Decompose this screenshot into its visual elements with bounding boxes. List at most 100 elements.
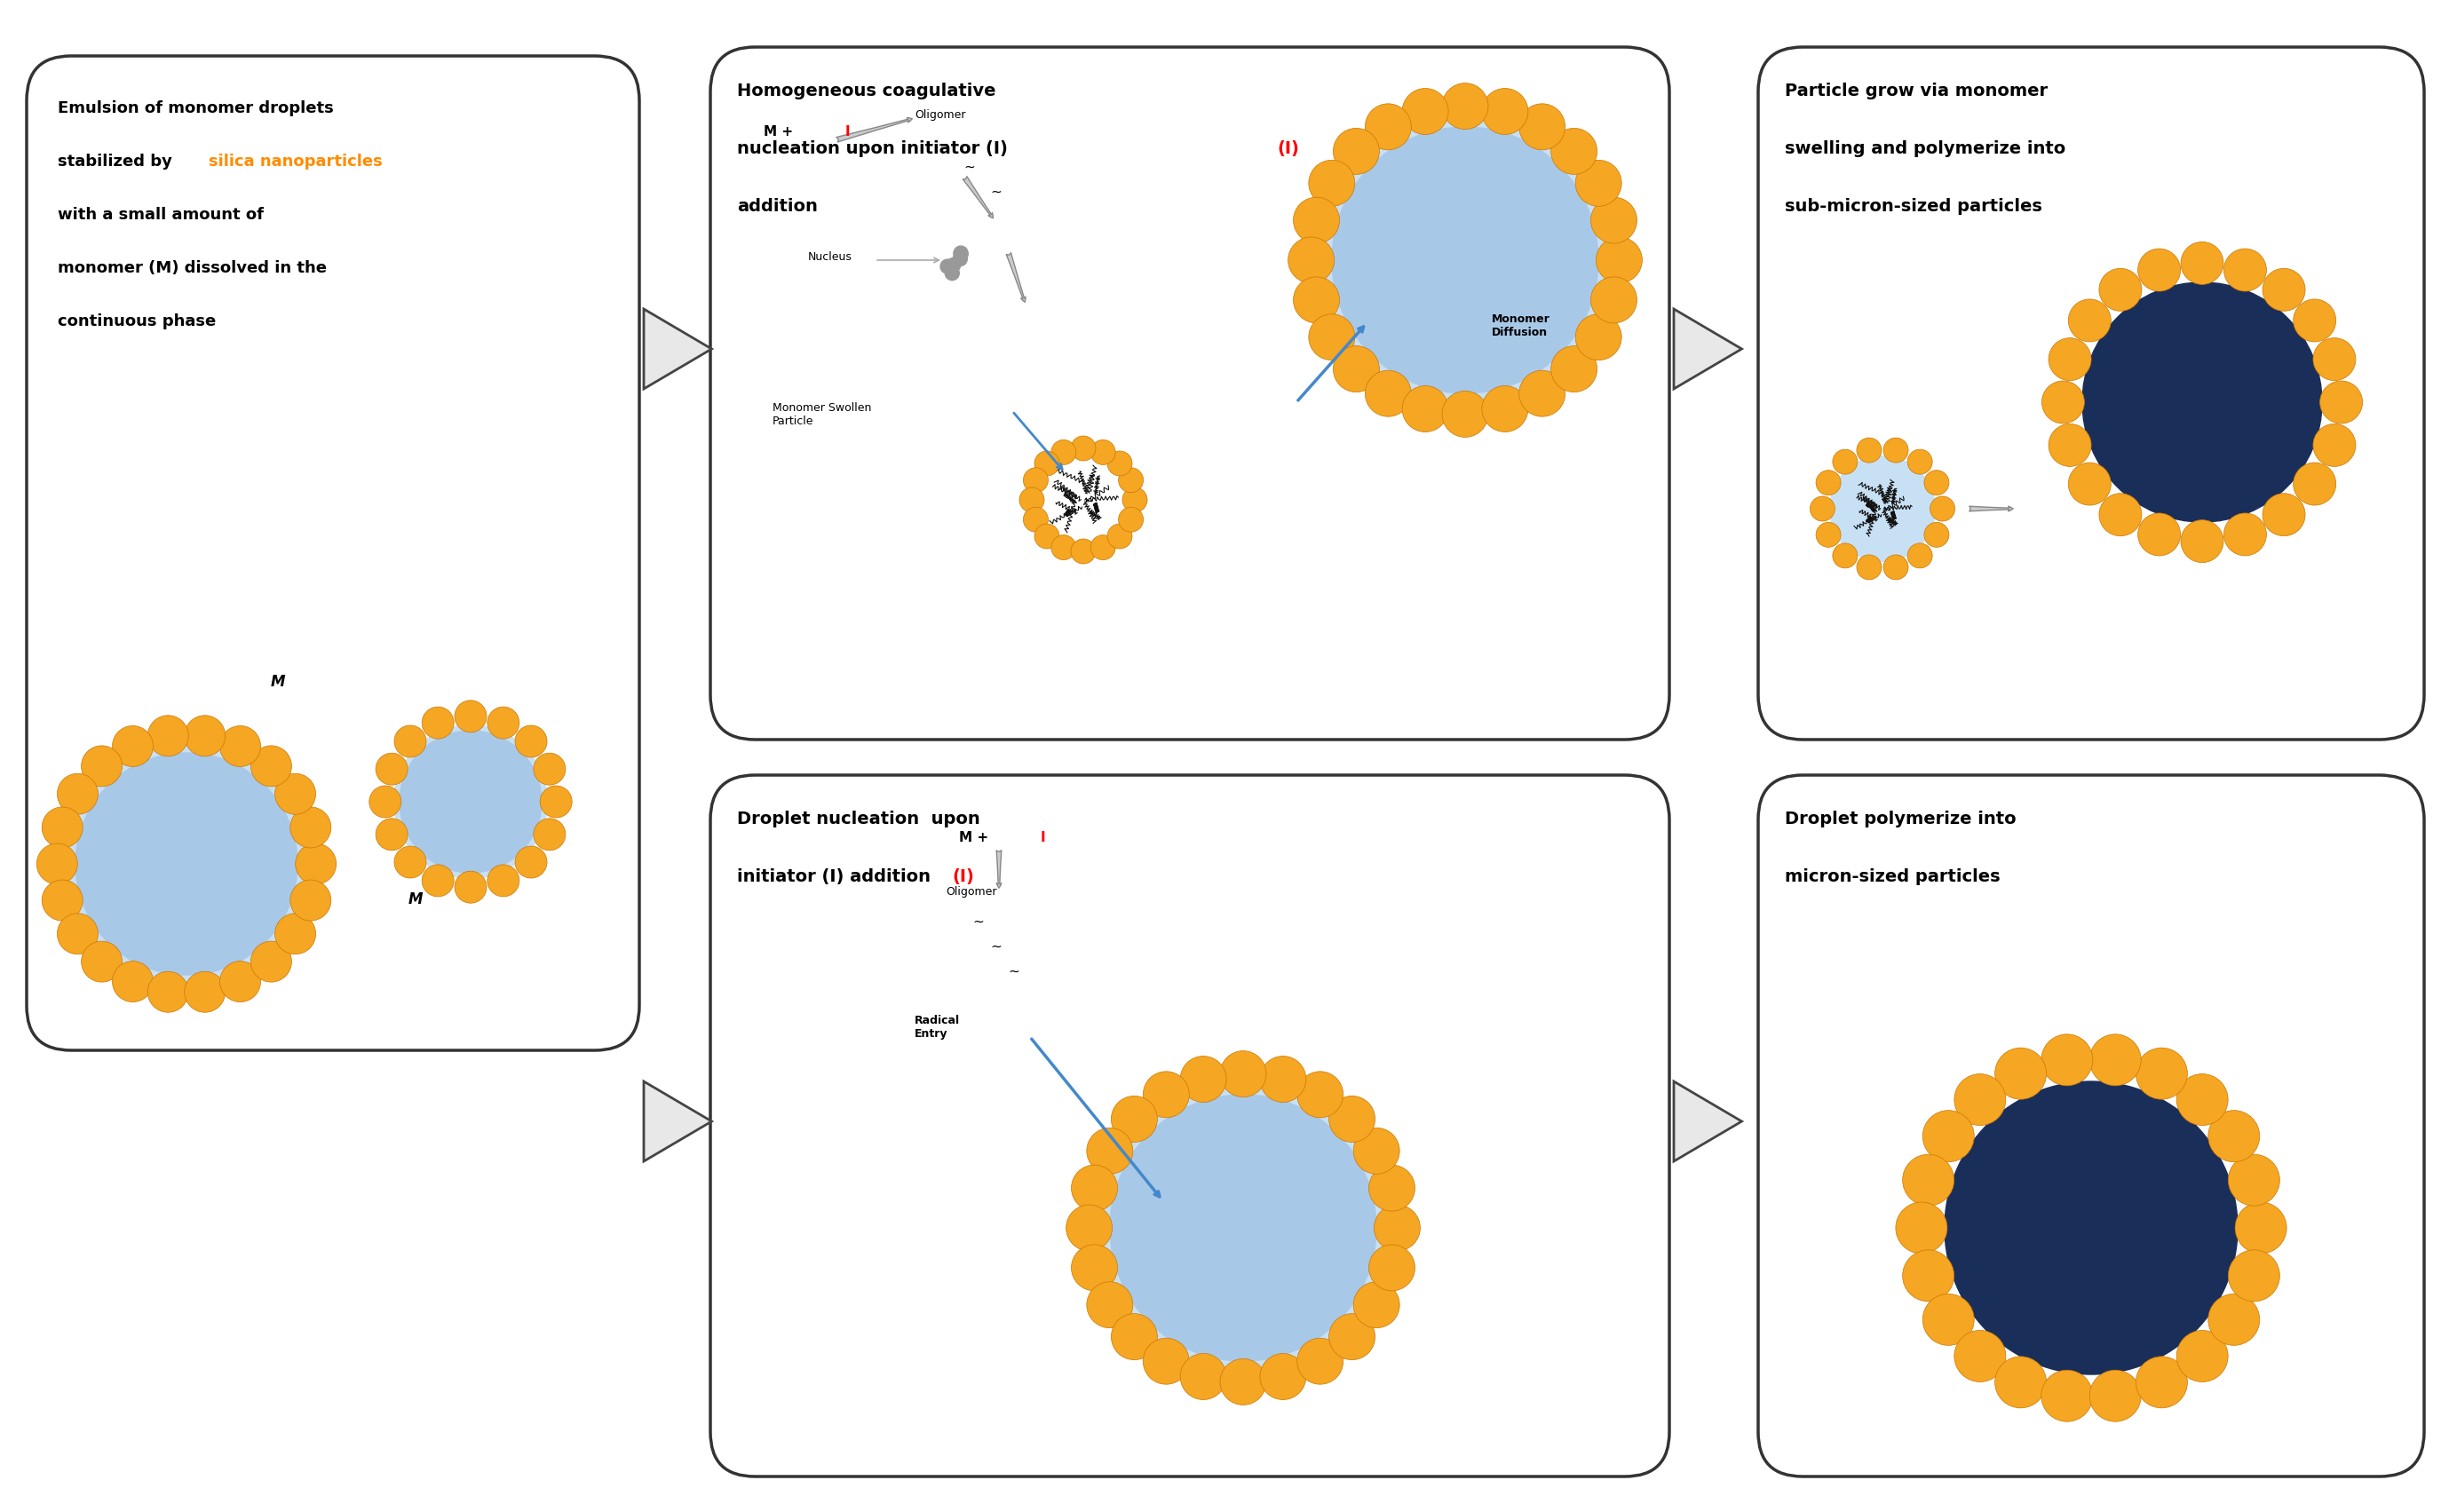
Circle shape [2177, 1074, 2229, 1125]
Polygon shape [644, 308, 713, 389]
Circle shape [2042, 1034, 2094, 1086]
Circle shape [1832, 543, 1856, 569]
Circle shape [1810, 496, 1834, 522]
Circle shape [2263, 493, 2305, 535]
Circle shape [940, 260, 955, 274]
Circle shape [2042, 381, 2084, 423]
Circle shape [1144, 1338, 1190, 1385]
Text: I: I [845, 125, 850, 139]
Circle shape [1482, 386, 1528, 432]
Circle shape [1922, 1110, 1974, 1161]
Circle shape [1332, 129, 1379, 174]
Circle shape [2089, 1370, 2140, 1421]
Circle shape [1954, 1331, 2006, 1382]
Circle shape [1112, 1314, 1158, 1359]
Circle shape [1403, 88, 1447, 135]
Text: continuous phase: continuous phase [59, 313, 216, 330]
Circle shape [1597, 237, 1643, 283]
FancyBboxPatch shape [710, 776, 1670, 1477]
Circle shape [147, 972, 189, 1013]
Circle shape [1834, 460, 1932, 558]
Circle shape [1119, 507, 1144, 532]
Circle shape [375, 753, 407, 785]
Text: M +: M + [960, 832, 994, 844]
Circle shape [953, 246, 967, 260]
Text: ~: ~ [989, 186, 1002, 200]
Circle shape [487, 706, 519, 739]
Text: Droplet nucleation  upon: Droplet nucleation upon [737, 810, 980, 827]
Circle shape [2089, 1034, 2140, 1086]
Circle shape [1322, 116, 1609, 404]
Circle shape [1883, 438, 1908, 463]
Circle shape [2138, 248, 2180, 292]
Circle shape [1829, 457, 1935, 561]
Text: Monomer
Diffusion: Monomer Diffusion [1491, 313, 1550, 339]
Circle shape [1107, 523, 1131, 549]
Circle shape [1308, 160, 1354, 206]
Circle shape [1575, 160, 1621, 206]
Circle shape [2263, 269, 2305, 311]
Text: Radical
Entry: Radical Entry [913, 1015, 960, 1040]
Text: ~: ~ [938, 139, 948, 151]
Circle shape [541, 786, 573, 818]
Circle shape [1996, 1048, 2047, 1099]
Circle shape [1442, 83, 1489, 129]
Circle shape [2209, 1110, 2260, 1161]
Circle shape [514, 726, 546, 758]
Circle shape [1817, 522, 1842, 547]
Circle shape [2082, 283, 2322, 522]
Circle shape [1109, 1095, 1376, 1361]
Circle shape [1107, 451, 1131, 476]
Circle shape [1112, 1096, 1158, 1142]
Circle shape [1024, 507, 1048, 532]
Circle shape [147, 715, 189, 756]
Circle shape [2292, 299, 2336, 342]
Circle shape [1954, 1074, 2006, 1125]
Circle shape [1442, 392, 1489, 437]
Circle shape [42, 880, 83, 921]
Circle shape [1087, 1128, 1134, 1173]
Circle shape [113, 726, 154, 767]
Text: ~: ~ [972, 915, 984, 928]
FancyBboxPatch shape [1758, 776, 2425, 1477]
Circle shape [184, 715, 225, 756]
Circle shape [81, 745, 122, 786]
Circle shape [1908, 449, 1932, 475]
Circle shape [289, 880, 331, 921]
Text: Oligomer: Oligomer [913, 109, 965, 121]
Circle shape [1925, 522, 1949, 547]
Circle shape [1832, 449, 1856, 475]
Circle shape [1330, 1096, 1374, 1142]
Circle shape [953, 246, 967, 262]
Circle shape [421, 706, 453, 739]
Text: Droplet polymerize into: Droplet polymerize into [1785, 810, 2016, 827]
Circle shape [1903, 1250, 1954, 1302]
Circle shape [1374, 1205, 1420, 1250]
Circle shape [2099, 493, 2143, 535]
Circle shape [274, 913, 316, 954]
Circle shape [56, 774, 98, 815]
Circle shape [2209, 1294, 2260, 1346]
Circle shape [1144, 1072, 1190, 1117]
Circle shape [56, 913, 98, 954]
Text: (I): (I) [1276, 141, 1298, 157]
Circle shape [1033, 451, 1060, 476]
Circle shape [1087, 1282, 1134, 1328]
Circle shape [1550, 346, 1597, 392]
Text: ~: ~ [989, 940, 1002, 954]
Circle shape [1996, 1356, 2047, 1408]
Circle shape [1051, 535, 1075, 559]
Text: ~: ~ [1009, 965, 1019, 978]
Circle shape [2292, 463, 2336, 505]
Circle shape [2047, 423, 2091, 467]
Circle shape [514, 847, 546, 878]
Circle shape [1024, 467, 1048, 493]
Text: initiator (I) addition: initiator (I) addition [737, 868, 931, 885]
Text: silica nanoparticles: silica nanoparticles [208, 154, 382, 169]
Circle shape [1883, 555, 1908, 579]
Circle shape [2314, 337, 2356, 381]
Text: swelling and polymerize into: swelling and polymerize into [1785, 141, 2065, 157]
Circle shape [1090, 440, 1114, 464]
Circle shape [394, 726, 426, 758]
Circle shape [2229, 1154, 2280, 1207]
